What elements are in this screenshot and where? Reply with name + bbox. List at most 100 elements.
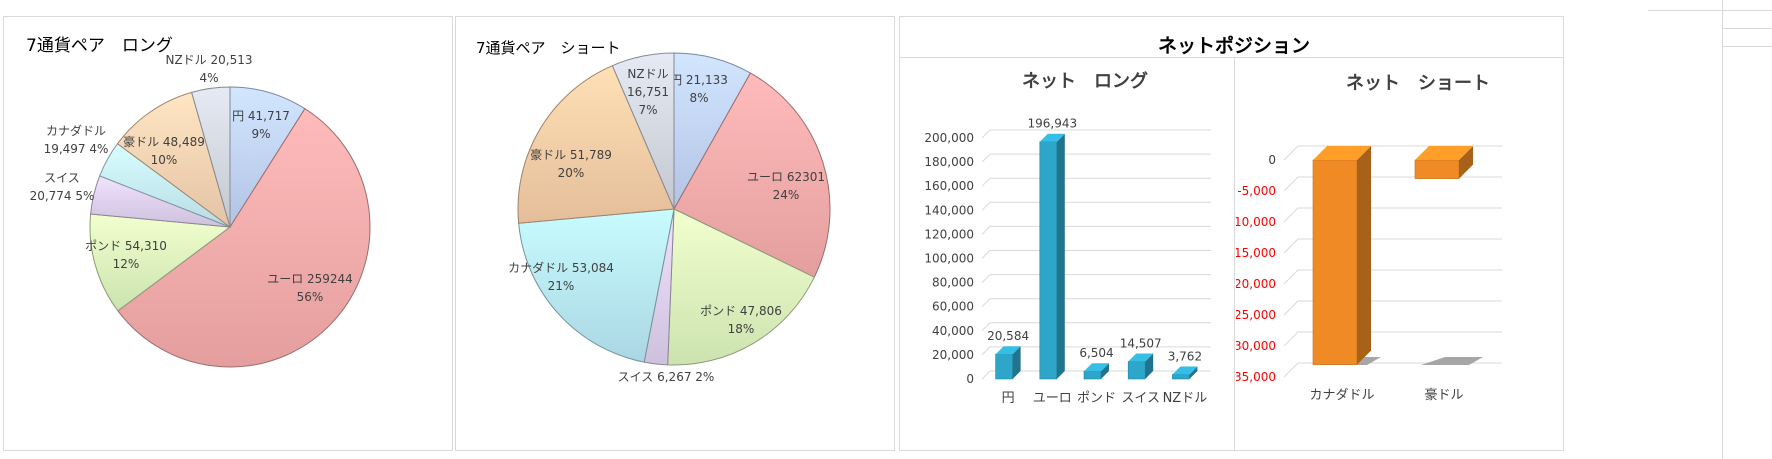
pie-slice-label: 円 41,717 9% — [232, 109, 290, 141]
gridline — [1283, 207, 1502, 223]
bar-top — [1084, 363, 1109, 372]
y-tick-label: 160,000 — [924, 179, 974, 193]
bar-top — [1128, 353, 1154, 362]
y-tick-label: -30,000 — [1236, 339, 1276, 353]
bar — [1172, 374, 1190, 380]
sheet-gridline — [1722, 46, 1772, 47]
gridline — [1283, 300, 1502, 316]
y-tick-label: -35,000 — [1236, 370, 1276, 384]
bar-top — [1313, 146, 1371, 160]
long-pie-chart: 円 41,717 9% ユーロ 259244 56% ポンド 54,310 12% スイス 2… — [30, 53, 371, 368]
bar-side — [1101, 363, 1109, 379]
gridline — [981, 225, 1211, 235]
gridline — [981, 201, 1211, 211]
bar-side — [1357, 146, 1371, 365]
bar-top — [1415, 146, 1473, 160]
bar-value-label: 6,504 — [1079, 346, 1113, 360]
bar-value-label: 3,762 — [1168, 350, 1202, 364]
pie-slice-7 — [611, 52, 675, 210]
gridline — [981, 322, 1211, 332]
y-tick-label: 0 — [1268, 153, 1276, 167]
short-pie-panel: 7通貨ペア ショート 円 21,133 8% ユーロ 62301 24% ポンド 47,… — [455, 16, 895, 451]
y-tick-label: -25,000 — [1236, 308, 1276, 322]
gridline — [1283, 238, 1502, 254]
pie-slice-label: スイス 20,774 5% — [30, 171, 95, 203]
x-category-label: ポンド — [1077, 391, 1116, 406]
y-tick-label: -10,000 — [1236, 215, 1276, 229]
gridline — [981, 250, 1211, 259]
long-pie-title: 7通貨ペア ロング — [26, 36, 173, 56]
bar-side — [1189, 366, 1198, 379]
x-category-label: 円 — [1002, 391, 1015, 406]
y-tick-label: 200,000 — [924, 131, 974, 145]
bar-side — [1459, 146, 1473, 179]
pie-slice-5 — [518, 208, 675, 363]
pie-slice-3 — [667, 208, 815, 366]
pie-slice-6 — [116, 91, 231, 229]
pie-slice-label: NZドル 16,751 7% — [627, 67, 669, 117]
pie-slice-label: スイス 6,267 2% — [618, 370, 715, 384]
bar-shadow — [1421, 357, 1483, 365]
y-tick-label: 120,000 — [924, 227, 974, 241]
gridline — [981, 298, 1211, 308]
bar-value-label: 14,507 — [1120, 337, 1162, 351]
gridline — [981, 346, 1211, 356]
x-category-label: ユーロ — [1033, 391, 1072, 406]
net-position-title: ネットポジション — [1158, 35, 1311, 57]
net-position-panel: ネットポジション ネット ロング 0 20,000 40,000 60,000 80,0… — [899, 16, 1564, 451]
pie-slice-label: ユーロ 259244 56% — [267, 272, 353, 304]
pie-slice-label: 豪ドル 51,789 20% — [530, 147, 612, 180]
bar-value-label: 20,584 — [987, 329, 1029, 343]
bar-value-label: 196,943 — [1027, 117, 1077, 131]
pie-slice-label: ポンド 54,310 12% — [85, 239, 167, 271]
bar-side — [1056, 133, 1065, 379]
y-tick-label: 140,000 — [924, 203, 974, 217]
y-tick-label: 40,000 — [932, 324, 974, 338]
y-tick-label: 80,000 — [932, 276, 974, 290]
x-category-label: 豪ドル — [1424, 387, 1463, 403]
sheet-gridline — [1722, 0, 1723, 459]
short-pie-title: 7通貨ペア ショート — [476, 39, 621, 57]
y-tick-label: 20,000 — [932, 348, 974, 362]
net-long-chart: 0 20,000 40,000 60,000 80,000 100,000 120,000 1… — [924, 117, 1211, 406]
y-tick-label: 180,000 — [924, 155, 974, 169]
bar — [1083, 370, 1102, 380]
pie-slice-label: ユーロ 62301 24% — [747, 170, 825, 202]
pie-slice-label: カナダドル 19,497 4% — [44, 123, 109, 156]
x-category-label: カナダドル — [1309, 388, 1374, 403]
bar-side — [1145, 353, 1154, 379]
sheet-gridline — [1648, 10, 1772, 11]
bar — [1039, 141, 1058, 380]
pie-slice-1 — [229, 86, 306, 229]
pie-slice-2 — [673, 72, 831, 278]
bar-top — [1039, 133, 1065, 142]
net-short-pane: ネット ショート 0 -5,000 -10,000 -15,000 -20,000 -25… — [1236, 57, 1563, 451]
gridline — [981, 153, 1211, 163]
short-pie-chart: 円 21,133 8% ユーロ 62301 24% ポンド 47,806 18% スイス 6… — [508, 52, 831, 384]
net-short-title: ネット ショート — [1346, 73, 1490, 94]
bar-top — [995, 346, 1021, 355]
sheet-gridline — [1722, 28, 1772, 29]
pie-slice-6 — [517, 65, 675, 224]
y-tick-label: -20,000 — [1236, 277, 1276, 291]
y-tick-label: -15,000 — [1236, 246, 1276, 260]
gridline — [981, 177, 1211, 187]
pie-slice-label: 豪ドル 48,489 10% — [123, 134, 205, 167]
gridline — [1283, 362, 1502, 378]
bar-top — [1172, 366, 1198, 375]
bar-side — [1012, 346, 1021, 379]
y-tick-label: -5,000 — [1237, 184, 1276, 198]
pie-slice-label: NZドル 20,513 4% — [165, 53, 252, 85]
y-tick-label: 100,000 — [924, 252, 974, 266]
net-short-chart: 0 -5,000 -10,000 -15,000 -20,000 -25,000 -30,0… — [1236, 145, 1502, 403]
pie-slice-3 — [89, 213, 232, 312]
pie-slice-2 — [117, 108, 371, 368]
x-category-label: NZドル — [1163, 391, 1208, 406]
long-pie-panel: 7通貨ペア ロング 円 41,717 9% ユーロ 259244 56% ポンド 54,… — [3, 16, 453, 451]
bar — [1127, 361, 1146, 380]
net-long-title: ネット ロング — [1022, 71, 1148, 92]
y-tick-label: 0 — [966, 372, 974, 386]
pie-slice-label: 円 21,133 8% — [670, 73, 728, 105]
x-category-label: スイス — [1121, 391, 1160, 406]
gridline — [981, 129, 1211, 139]
